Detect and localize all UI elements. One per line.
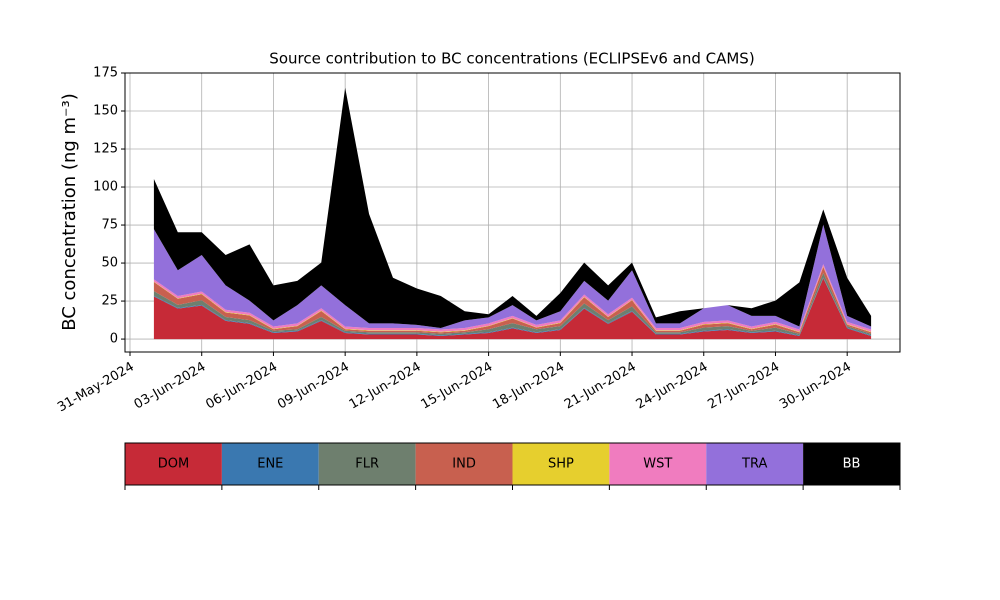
- x-tick-label: 24-Jun-2024: [634, 360, 711, 413]
- x-tick-label: 30-Jun-2024: [777, 360, 854, 413]
- chart-title: Source contribution to BC concentrations…: [269, 50, 754, 68]
- legend-label: FLR: [355, 457, 379, 472]
- area: [153, 278, 872, 340]
- x-tick-label: 18-Jun-2024: [490, 360, 567, 413]
- legend-swatch: [706, 443, 804, 485]
- y-tick-label: 25: [101, 294, 118, 309]
- legend-swatch: [125, 443, 222, 485]
- y-tick-label: 75: [101, 218, 118, 233]
- y-tick-label: 150: [93, 104, 118, 119]
- legend-label: TRA: [741, 457, 767, 472]
- legend-swatch: [803, 443, 900, 485]
- y-tick-label: 100: [93, 180, 118, 195]
- x-tick-label: 06-Jun-2024: [203, 360, 280, 413]
- y-tick-label: 50: [101, 256, 118, 271]
- legend-label: SHP: [548, 457, 574, 472]
- legend-label: BB: [843, 457, 861, 472]
- y-tick-label: 175: [93, 66, 118, 81]
- x-tick-label: 09-Jun-2024: [275, 360, 352, 413]
- plot-frame: [124, 72, 901, 353]
- x-tick-label: 12-Jun-2024: [347, 360, 424, 413]
- legend-swatch: [415, 443, 513, 485]
- legend-frame: [124, 442, 901, 486]
- legend-swatch: [609, 443, 707, 485]
- y-axis-label: BC concentration (ng m⁻³): [59, 93, 80, 331]
- area: [153, 266, 872, 334]
- x-tick-label: 27-Jun-2024: [705, 360, 782, 413]
- x-tick-label: 03-Jun-2024: [132, 360, 209, 413]
- y-tick-label: 125: [93, 142, 118, 157]
- area: [153, 87, 872, 328]
- legend-swatch: [318, 443, 416, 485]
- legend-label: DOM: [158, 457, 189, 472]
- legend-label: WST: [643, 457, 672, 472]
- legend-swatch: [221, 443, 319, 485]
- legend-label: IND: [452, 457, 476, 472]
- x-tick-label: 15-Jun-2024: [419, 360, 496, 413]
- x-tick-label: 21-Jun-2024: [562, 360, 639, 413]
- area: [153, 224, 872, 330]
- y-tick-label: 0: [110, 332, 118, 347]
- legend-swatch: [512, 443, 610, 485]
- x-tick-label: 31-May-2024: [55, 360, 137, 416]
- legend-label: ENE: [257, 457, 283, 472]
